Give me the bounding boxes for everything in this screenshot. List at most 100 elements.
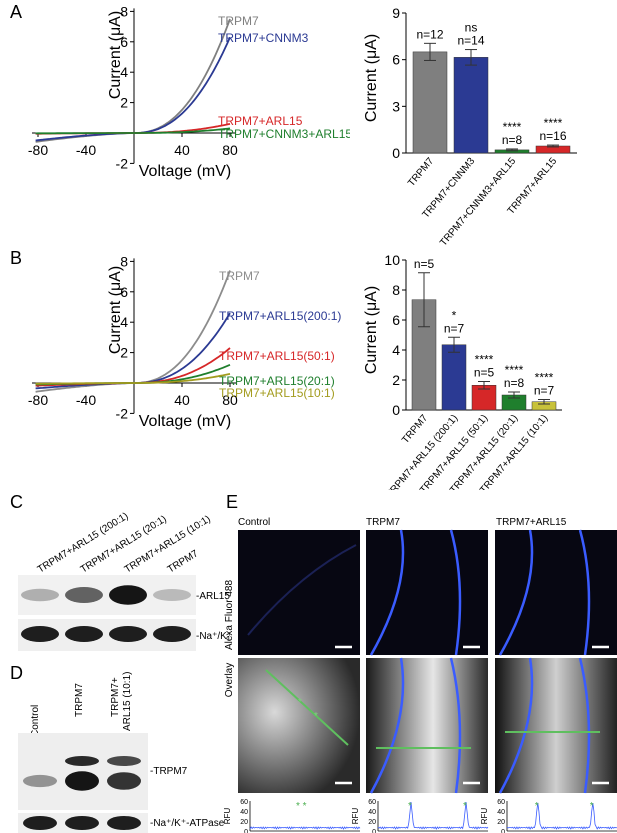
blot-c-arl15-band [65, 587, 103, 603]
blot-d-atpase-label: -Na⁺/K⁺-ATPase [150, 818, 225, 829]
iv-b-ytick-label: 2 [120, 345, 128, 361]
iv-b-curve-label: TRPM7+ARL15(10:1) [219, 386, 335, 400]
bar-b-category-label: TRPM7 [400, 413, 430, 446]
bar-b-n-label: n=8 [504, 376, 525, 390]
iv-b-xtick-label: 80 [222, 392, 238, 408]
panel-letter-b: B [10, 248, 23, 268]
iv-b-xtick-label: -40 [76, 392, 96, 408]
bar-b-sig-label: **** [505, 363, 524, 377]
blot-d-lane-3b: ARL15 (10:1) [122, 672, 133, 731]
iv-a-curve-0 [35, 18, 231, 143]
iv-b-ytick-label: 6 [120, 284, 128, 300]
bar-b-sig-label: * [452, 308, 457, 322]
rfu-peak-marker: * [590, 801, 594, 812]
rfu-peak-marker: * [408, 801, 412, 812]
panel-letter-d: D [10, 663, 23, 683]
micro-col-control: Control [238, 517, 270, 528]
bar-a-ytick-label: 6 [392, 52, 400, 68]
blot-d-atpase-band [107, 816, 141, 830]
rfu-ytick-label: 0 [372, 829, 376, 833]
bar-b-sig-label: **** [535, 371, 554, 385]
micro-membrane [498, 529, 534, 656]
rfu-ylabel: RFU [480, 808, 489, 825]
bar-a-sig-label: **** [503, 120, 522, 134]
blot-d-trpm7-band [107, 772, 141, 790]
micro-membrane [369, 657, 405, 794]
blot-c-arl15-band [153, 589, 191, 601]
iv-b-ytick-label: 4 [120, 314, 128, 330]
blot-c-atpase-band [65, 626, 103, 642]
bar-b-bar-1 [441, 344, 467, 411]
iv-a-curve-label: TRPM7+ARL15 [218, 114, 303, 128]
blot-c-atpase-label: -Na⁺/K⁺-ATPase [196, 631, 230, 642]
bar-a-category-label: TRPM7+CNNM3+ARL15 [438, 156, 519, 245]
micro-membrane [498, 657, 534, 794]
panel-b-iv-plot: Current (μA) Voltage (mV) -80 -40 40 80 8 6 4 2… [28, 253, 342, 430]
micro-col-trpm7: TRPM7 [366, 517, 400, 528]
blot-d-atpase-band [23, 816, 57, 830]
blot-d-trpm7-upper-band [107, 756, 141, 766]
micro-row-label-alexa: Alexa Fluor 488 [224, 580, 235, 650]
panel-c-western-blot: TRPM7+ARL15 (200:1) TRPM7+ARL15 (20:1) T… [18, 511, 230, 651]
bar-a-category-label: TRPM7 [406, 156, 436, 189]
blot-d-atpase-band [65, 816, 99, 830]
iv-b-curve-label: TRPM7+ARL15(50:1) [219, 349, 335, 363]
blot-d-trpm7-band [23, 774, 57, 788]
bar-b-ytick-label: 8 [392, 282, 400, 298]
micro-membrane-faint [247, 544, 357, 636]
iv-a-ytick-label: 2 [120, 95, 128, 111]
panel-a-iv-plot: Current (μA) Voltage (mV) -80 -40 40 80 8 6 4 2… [28, 3, 350, 180]
bar-a-n-label: n=16 [539, 129, 566, 143]
micro-membrane [369, 529, 405, 656]
bar-a-ytick-label: 0 [392, 145, 400, 161]
bar-a-ytick-label: 9 [392, 5, 400, 21]
iv-a-curve-label: TRPM7 [218, 14, 259, 28]
bar-b-sig-label: **** [475, 353, 494, 367]
bar-a-bar-1 [453, 57, 489, 154]
panel-letter-a: A [10, 2, 23, 22]
rfu-ytick-label: 0 [501, 829, 505, 833]
blot-c-arl15-label: -ARL15 [196, 591, 230, 602]
bar-b-ylabel: Current (μA) [363, 286, 380, 374]
iv-a-curve-3 [35, 127, 231, 135]
iv-b-curve-4 [35, 373, 231, 385]
micro-line-scan [265, 669, 349, 746]
micro-overlay-image [495, 658, 617, 793]
micro-membrane [449, 529, 462, 656]
blot-d-lane-2: TRPM7 [74, 683, 85, 717]
bar-b-ytick-label: 10 [384, 252, 400, 268]
bar-a-ytick-label: 3 [392, 98, 400, 114]
micro-col-trpm7-arl15: TRPM7+ARL15 [496, 517, 567, 528]
bar-b-n-label: n=5 [474, 366, 495, 380]
iv-b-curve-0 [35, 270, 231, 393]
iv-a-xtick-label: -40 [76, 142, 96, 158]
blot-c-lane-4: TRPM7 [166, 548, 201, 576]
panel-letter-c: C [10, 492, 23, 512]
panel-e-microscopy: Control TRPM7 TRPM7+ARL15 Alexa Fluor 48… [223, 517, 617, 833]
iv-a-ytick-label: 4 [120, 64, 128, 80]
bar-b-n-label: n=7 [534, 384, 555, 398]
rfu-peak-marker: * * [296, 801, 307, 812]
iv-b-curve-label: TRPM7+ARL15(200:1) [219, 309, 341, 323]
iv-a-ytick-label: 6 [120, 34, 128, 50]
blot-d-trpm7-label: -TRPM7 [150, 766, 188, 777]
blot-d-lane-3a: TRPM7+ [110, 677, 121, 717]
rfu-ytick-label: 60 [240, 799, 248, 806]
rfu-profile-line [377, 801, 489, 830]
iv-b-ylabel: Current (μA) [107, 266, 124, 354]
iv-a-curve-label: TRPM7+CNNM3 [218, 31, 309, 45]
micro-overlay-image [238, 658, 360, 793]
blot-d-trpm7-band [65, 771, 99, 791]
blot-d-lane-1: Control [30, 705, 41, 737]
micro-scan-marker: * [314, 711, 318, 722]
panel-d-western-blot: Control TRPM7 TRPM7+ ARL15 (10:1) -TRPM7… [18, 672, 225, 833]
bar-b-n-label: n=5 [414, 257, 435, 271]
blot-c-atpase-band [153, 626, 191, 642]
micro-fluor-image [238, 530, 360, 655]
rfu-peak-marker: * [463, 801, 467, 812]
micro-membrane [578, 529, 591, 656]
micro-membrane [449, 657, 462, 794]
iv-b-ytick-label: 8 [120, 253, 128, 269]
rfu-ytick-label: 20 [368, 819, 376, 826]
